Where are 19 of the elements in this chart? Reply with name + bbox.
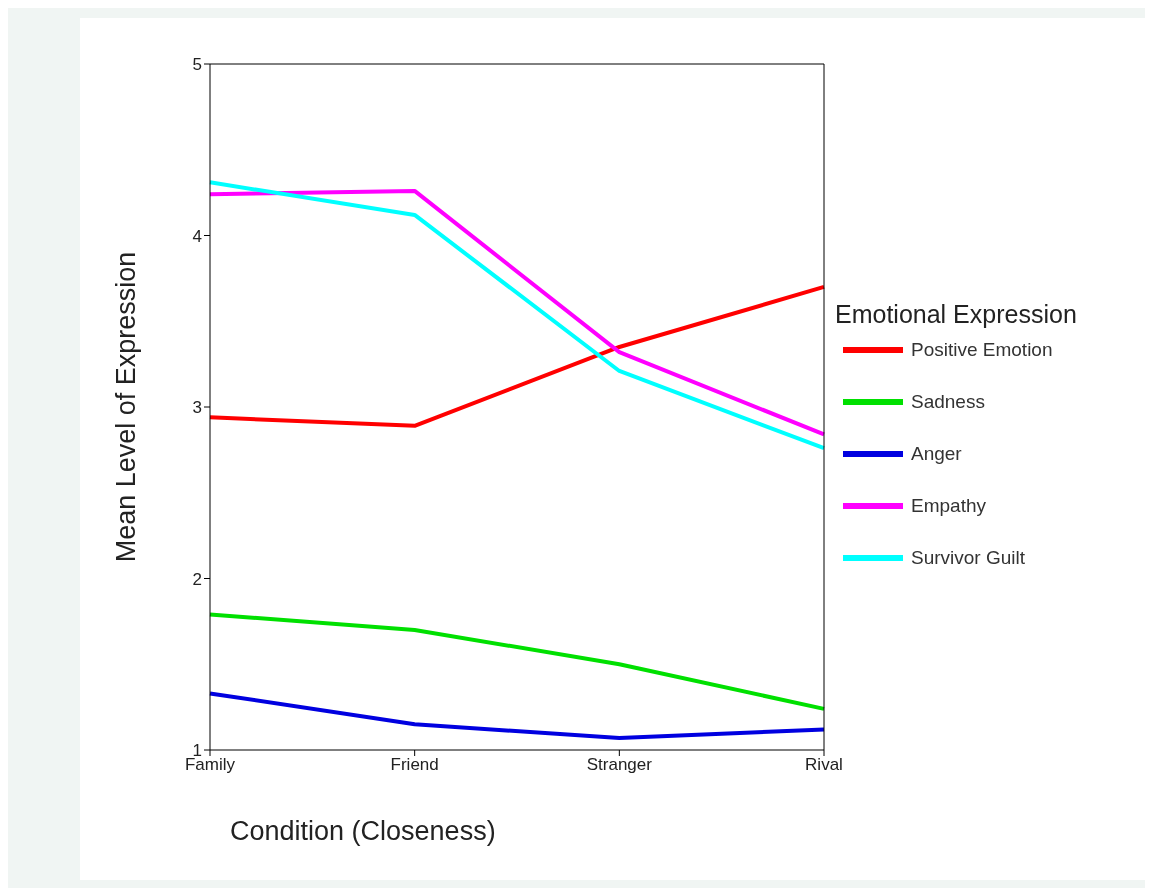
- x-tick-label: Family: [184, 755, 236, 775]
- legend-label: Anger: [911, 442, 962, 465]
- x-tick-label: Rival: [805, 755, 843, 775]
- x-axis-title: Condition (Closeness): [230, 816, 496, 846]
- y-tick-label: 2: [192, 569, 202, 589]
- legend-label: Sadness: [911, 390, 985, 413]
- x-tick-label: Friend: [390, 755, 439, 775]
- y-tick-label: 4: [192, 226, 202, 246]
- legend-label: Empathy: [911, 494, 986, 517]
- line-series: [208, 612, 826, 711]
- legend-label: Survivor Guilt: [911, 546, 1026, 569]
- x-tick-label: Stranger: [586, 755, 653, 775]
- line-series: [208, 691, 826, 740]
- legend-label: Positive Emotion: [911, 338, 1053, 361]
- y-axis-title: Mean Level of Expression: [110, 251, 141, 563]
- y-tick-label: 5: [192, 55, 202, 75]
- line-series: [208, 284, 826, 428]
- legend-title: Emotional Expression: [835, 299, 1078, 329]
- y-tick-label: 3: [192, 398, 202, 418]
